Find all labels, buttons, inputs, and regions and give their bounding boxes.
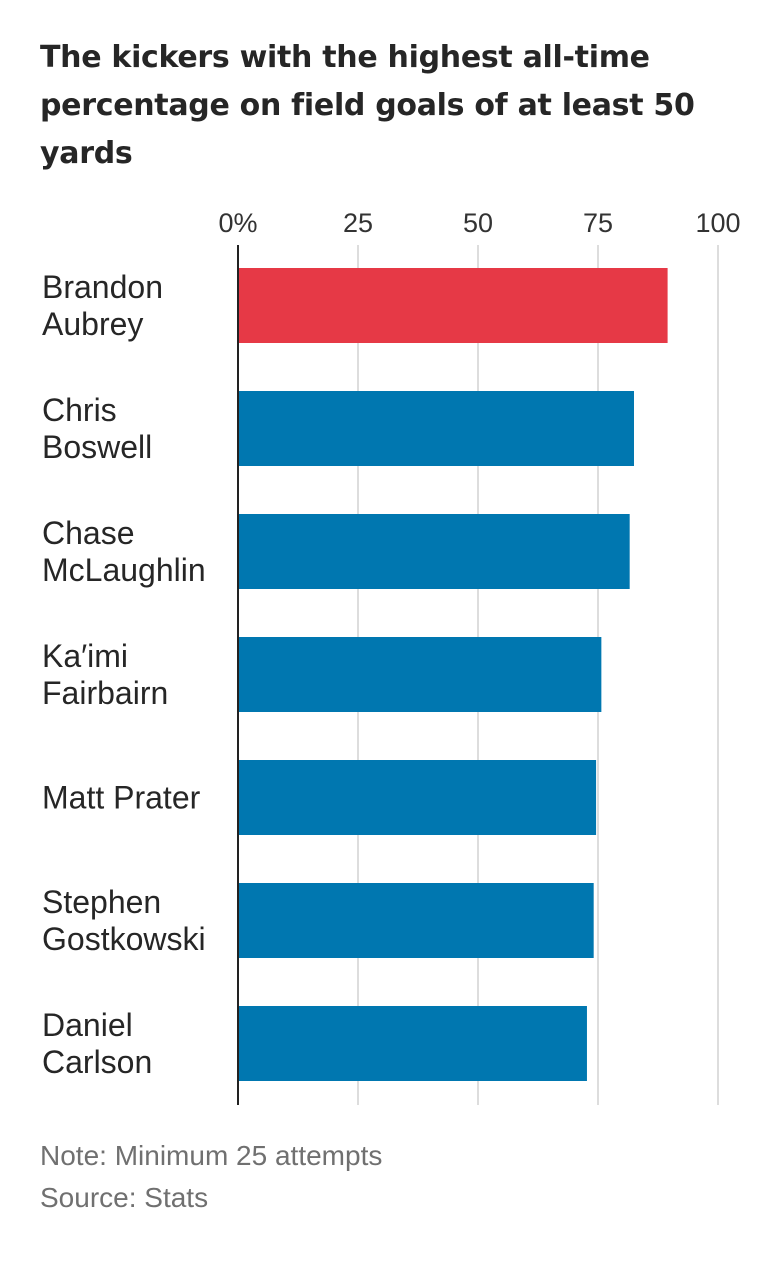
category-label: Ka′imi Fairbairn (42, 638, 168, 711)
category-label-line: Chris (42, 392, 117, 428)
category-label-line: Gostkowski (42, 921, 206, 957)
bar (238, 1006, 587, 1081)
category-label-line: Stephen (42, 884, 161, 920)
category-label-line: Carlson (42, 1044, 152, 1080)
bar (238, 760, 597, 835)
x-tick-label: 50 (463, 208, 493, 238)
bar (238, 883, 594, 958)
source-text: Source: Stats (40, 1182, 209, 1213)
category-label: Matt Prater (42, 780, 201, 816)
bars (238, 268, 668, 1081)
category-label: Daniel Carlson (42, 1007, 152, 1080)
chart-title: The kickers with the highest all-time pe… (40, 40, 695, 171)
x-tick-label: 100 (695, 208, 740, 238)
x-tick-label: 0% (218, 208, 257, 238)
bar (238, 514, 630, 589)
category-label: Chris Boswell (42, 392, 152, 465)
category-label-line: Fairbairn (42, 675, 168, 711)
bar (238, 391, 634, 466)
category-label-line: Brandon (42, 269, 163, 305)
category-labels: Brandon Aubrey Chris Boswell Chase McLaughlin… (42, 269, 206, 1080)
x-tick-label: 25 (343, 208, 373, 238)
category-label-line: Boswell (42, 429, 152, 465)
category-label-line: Ka′imi (42, 638, 128, 674)
x-axis-tick-labels: 0% 25 50 75 100 (218, 208, 740, 238)
bar (238, 268, 668, 343)
category-label-line: Daniel (42, 1007, 133, 1043)
category-label-line: Chase (42, 515, 135, 551)
category-label: Brandon Aubrey (42, 269, 163, 342)
category-label: Stephen Gostkowski (42, 884, 206, 957)
category-label-line: Matt Prater (42, 780, 201, 816)
bar (238, 637, 602, 712)
category-label-line: Aubrey (42, 306, 143, 342)
category-label: Chase McLaughlin (42, 515, 206, 588)
x-tick-label: 75 (583, 208, 613, 238)
category-label-line: McLaughlin (42, 552, 206, 588)
note-text: Note: Minimum 25 attempts (40, 1140, 383, 1171)
